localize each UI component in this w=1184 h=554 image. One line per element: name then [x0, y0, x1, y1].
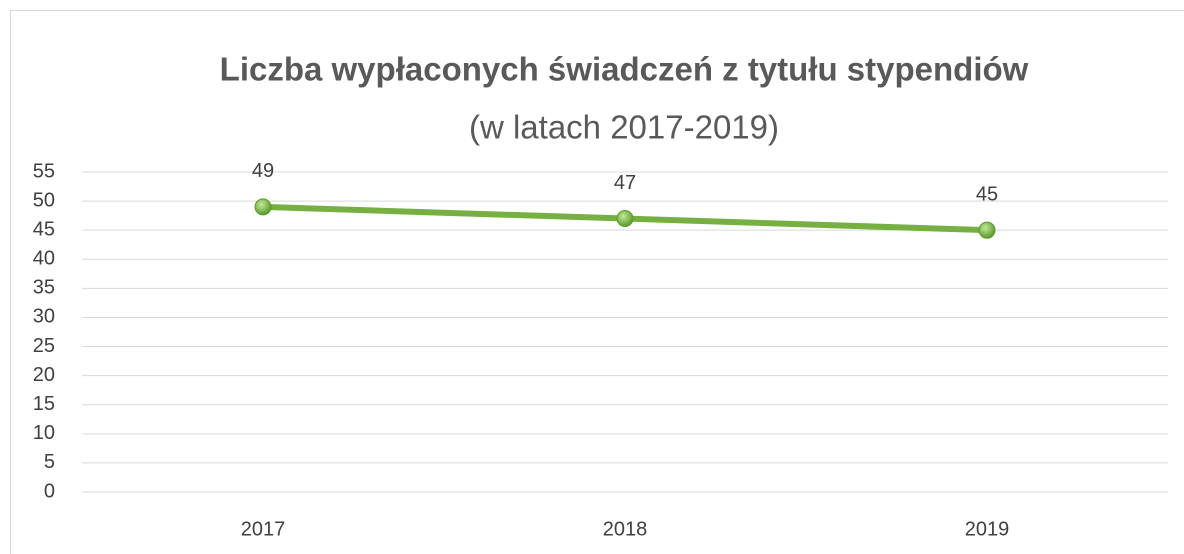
y-tick-label: 55 — [33, 160, 55, 182]
x-tick-label: 2018 — [603, 518, 648, 540]
chart-title: Liczba wypłaconych świadczeń z tytułu st… — [220, 51, 1029, 88]
data-label: 49 — [252, 160, 274, 182]
y-tick-label: 5 — [44, 451, 55, 473]
data-point — [978, 221, 996, 239]
y-tick-label: 15 — [33, 393, 55, 415]
y-tick-label: 10 — [33, 422, 55, 444]
y-tick-label: 25 — [33, 335, 55, 357]
y-tick-label: 20 — [33, 364, 55, 386]
data-point — [616, 210, 634, 228]
chart-border — [10, 10, 1184, 554]
y-tick-label: 40 — [33, 248, 55, 270]
x-tick-label: 2019 — [965, 518, 1010, 540]
y-tick-label: 45 — [33, 218, 55, 240]
y-tick-label: 30 — [33, 306, 55, 328]
data-point — [254, 198, 272, 216]
y-tick-label: 35 — [33, 277, 55, 299]
data-label: 47 — [614, 172, 636, 194]
chart-subtitle: (w latach 2017-2019) — [469, 109, 779, 146]
y-tick-label: 0 — [44, 480, 55, 502]
x-tick-label: 2017 — [241, 518, 286, 540]
data-label: 45 — [976, 183, 998, 205]
y-tick-label: 50 — [33, 189, 55, 211]
